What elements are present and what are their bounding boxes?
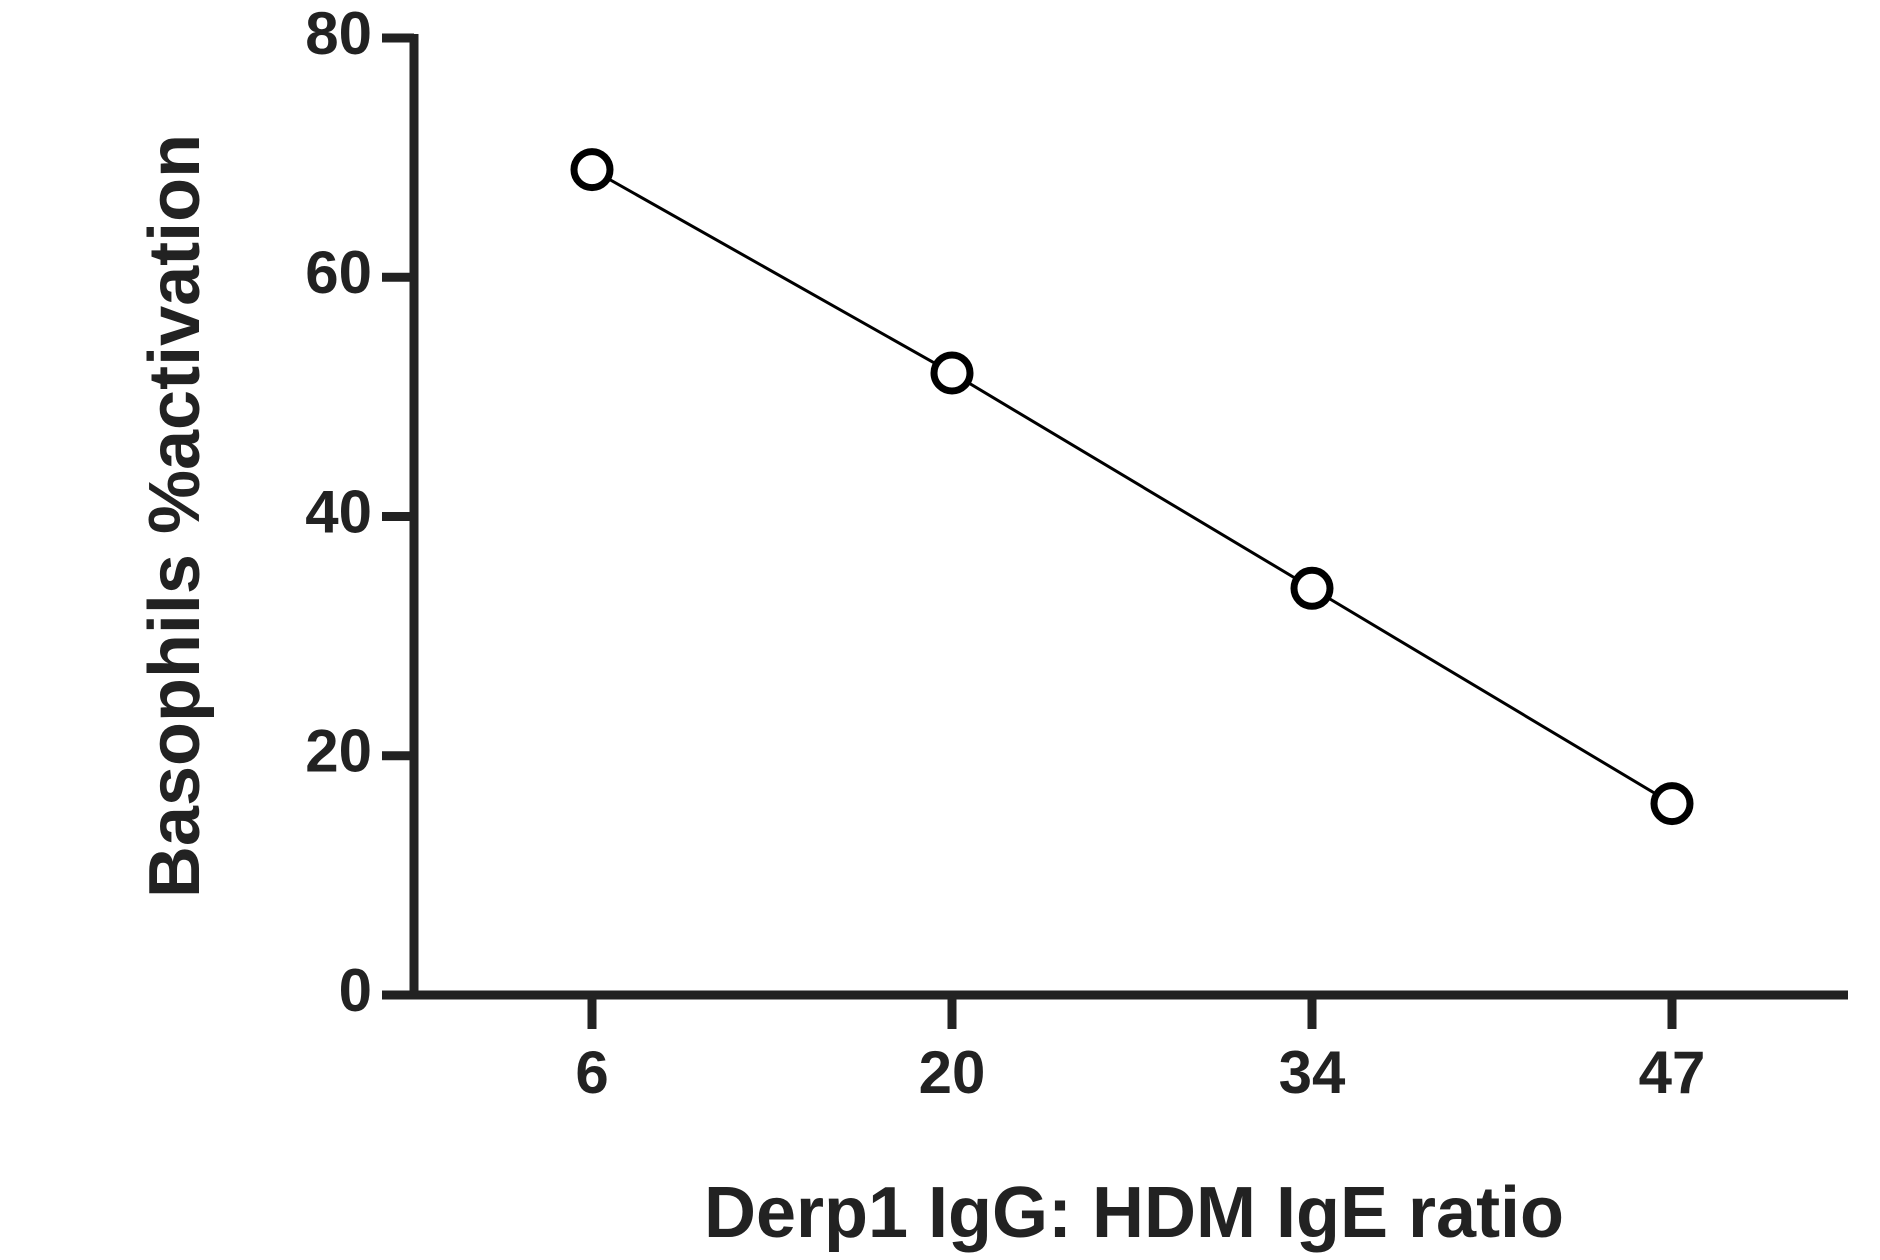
y-axis-label: Basophils %activation [135,134,215,898]
x-tick-label: 34 [1279,1039,1346,1106]
x-tick-label: 6 [575,1039,608,1106]
point [570,148,614,192]
x-tick-label: 20 [919,1039,986,1106]
point [1290,566,1334,610]
point [930,351,974,395]
x-tick-label: 47 [1639,1039,1706,1106]
y-tick-label: 80 [305,0,372,67]
y-tick-label: 40 [305,478,372,545]
y-tick-label: 60 [305,239,372,306]
y-tick-label: 0 [339,957,372,1024]
line [591,168,1673,805]
x-axis-label: Derp1 IgG: HDM IgE ratio [704,1173,1564,1253]
y-tick-label: 20 [305,718,372,785]
point [1650,782,1694,826]
